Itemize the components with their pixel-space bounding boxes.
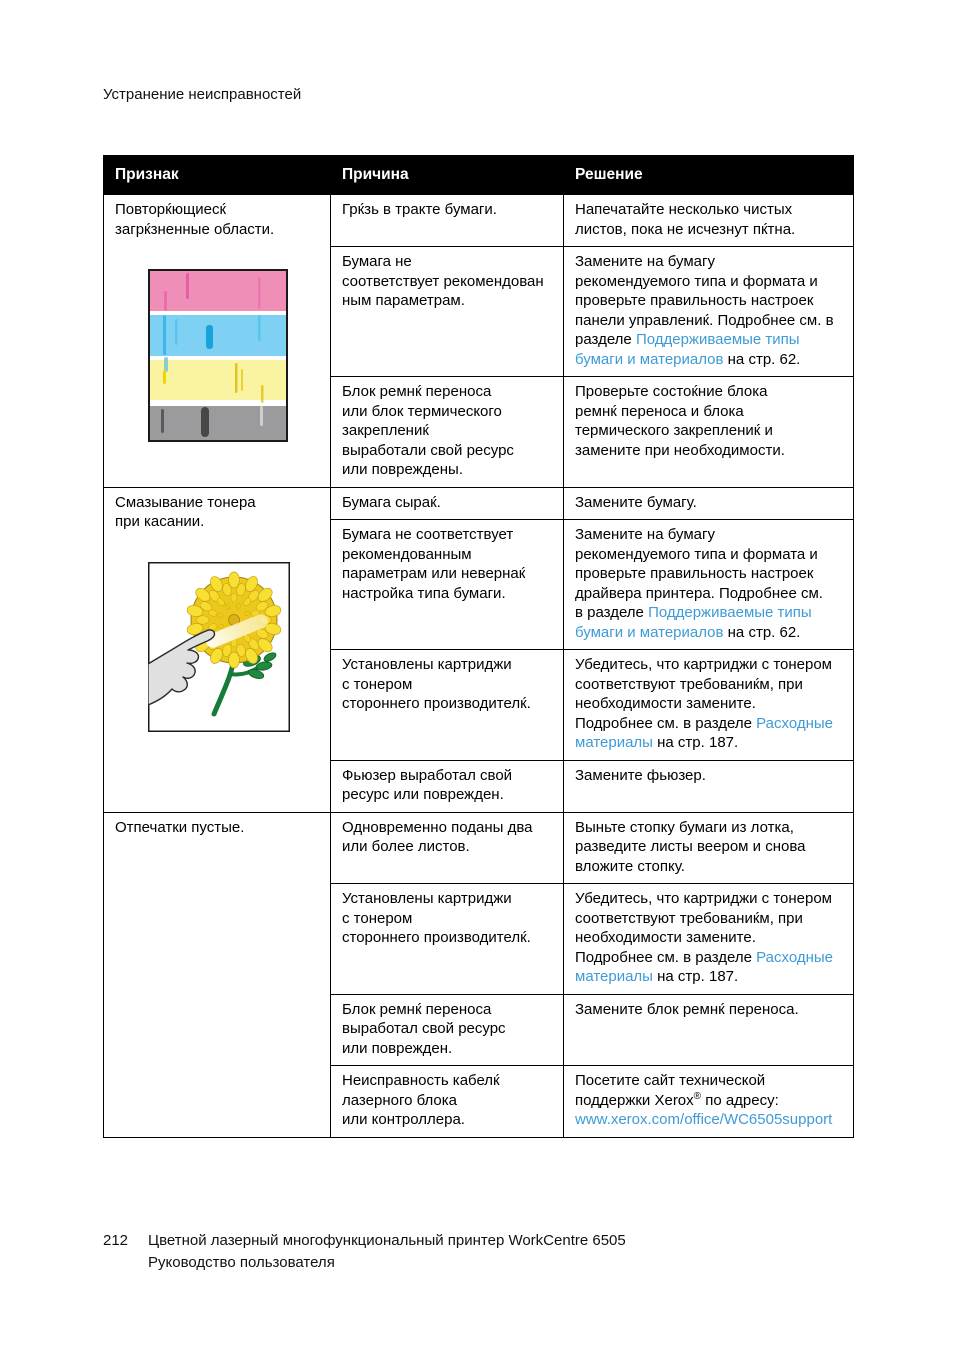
inline-link[interactable]: Расходные материалы [575, 714, 834, 752]
solution-cell: Замените фьюзер. [563, 759, 854, 813]
column-header-solution: Решение [563, 154, 854, 196]
solution-text: Замените блок ремнќ переноса. [575, 1000, 799, 1018]
section-header: Устранение неисправностей [103, 86, 302, 103]
solution-text: Замените на бумагу рекомендуемого типа и… [575, 526, 823, 622]
cause-cell: Бумага не соответствует рекомендован ным… [330, 246, 564, 378]
symptom-text: Отпечатки пустые. [115, 818, 245, 836]
symptom-cell: Повторќющиесќ загрќзненные области. [103, 194, 331, 488]
table-row: Повторќющиесќ загрќзненные области. [103, 194, 854, 488]
symptom-cell: Отпечатки пустые. [103, 811, 331, 1138]
column-header-cause: Причина [330, 154, 564, 196]
toner-smudge-figure [146, 561, 290, 738]
solution-text: Замените фьюзер. [575, 766, 706, 784]
inline-link[interactable]: Расходные материалы [575, 948, 834, 986]
solution-cell: Выньте стопку бумаги из лотка, разведите… [563, 811, 854, 885]
table-row: Бумага не соответствует рекомендованным … [104, 519, 854, 651]
solution-cell: Убедитесь, что картриджи с тонером соотв… [563, 883, 854, 995]
cause-cell: Бумага сыраќ. [330, 486, 564, 521]
cause-cell: Неисправность кабелќ лазерного блока или… [330, 1065, 564, 1138]
solution-cell: Проверьте состоќние блока ремнќ переноса… [563, 376, 854, 488]
symptom-text: Смазывание тонера при касании. [115, 493, 256, 531]
symptom-cell: Смазывание тонера при касании. [103, 486, 331, 813]
solution-cell: Посетите сайт технической поддержки Xero… [563, 1065, 854, 1138]
cause-cell: Фьюзер выработал свой ресурс или поврежд… [330, 759, 564, 813]
table-row: Установлены картриджи с тонером сторонне… [104, 649, 854, 761]
inline-link[interactable]: Поддерживаемые типы бумаги и материалов [575, 604, 812, 641]
inline-link[interactable]: Поддерживаемые типы бумаги и материалов [575, 331, 800, 368]
table-row: Установлены картриджи с тонером сторонне… [104, 883, 854, 995]
smudged-color-bands-image [147, 269, 288, 443]
table-row: Бумага не соответствует рекомендован ным… [104, 246, 854, 378]
inline-link[interactable]: www.xerox.com/office/WC6505support [575, 1111, 833, 1129]
cause-cell: Грќзь в тракте бумаги. [330, 194, 564, 248]
solution-text: Напечатайте несколько чистых листов, пок… [575, 201, 796, 238]
footer-text: Цветной лазерный многофункциональный при… [148, 1230, 626, 1274]
solution-text: на стр. 187. [652, 734, 739, 752]
solution-cell: Напечатайте несколько чистых листов, пок… [563, 194, 854, 248]
table-row: Отпечатки пустые. Одновременно поданы два… [103, 811, 854, 1138]
cause-cell: Блок ремнќ переноса выработал свой ресур… [330, 993, 564, 1067]
solution-cell: Замените бумагу. [563, 486, 854, 521]
table-row: Фьюзер выработал свой ресурс или поврежд… [104, 759, 854, 813]
solution-text: на стр. 62. [723, 350, 801, 368]
table-header-row: Признак Причина Решение [103, 154, 854, 196]
footer-product-line: Цветной лазерный многофункциональный при… [148, 1232, 626, 1249]
solution-cell: Убедитесь, что картриджи с тонером соотв… [563, 649, 854, 761]
table-row: Блок ремнќ переноса выработал свой ресур… [104, 993, 854, 1067]
table-row: Неисправность кабелќ лазерного блока или… [104, 1065, 854, 1138]
cause-cell: Бумага не соответствует рекомендованным … [330, 519, 564, 651]
solution-text: по адресу: [705, 1091, 779, 1109]
table-row: Смазывание тонера при касании. [103, 486, 854, 813]
footer-doc-line: Руководство пользователя [148, 1253, 335, 1271]
troubleshooting-table: Признак Причина Решение Повторќющиесќ за… [103, 154, 854, 1138]
solution-cell: Замените блок ремнќ переноса. [563, 993, 854, 1067]
solution-text: на стр. 62. [723, 623, 801, 641]
solution-text: на стр. 187. [652, 968, 739, 986]
registered-trademark-symbol: ® [693, 1090, 702, 1102]
solution-text: Замените на бумагу рекомендуемого типа и… [575, 253, 834, 349]
symptom-text: Повторќющиесќ загрќзненные области. [115, 201, 275, 238]
solution-cell: Замените на бумагу рекомендуемого типа и… [563, 519, 854, 651]
table-row: Блок ремнќ переноса или блок термическог… [104, 376, 854, 488]
toner-smudge-image [146, 561, 290, 732]
cause-cell: Установлены картриджи с тонером сторонне… [330, 649, 564, 761]
table-body: Повторќющиесќ загрќзненные области. [103, 194, 854, 1138]
solution-text: Убедитесь, что картриджи с тонером соотв… [575, 656, 832, 732]
cause-cell: Одновременно поданы два или более листов… [330, 811, 564, 885]
smudged-color-bands-figure [147, 269, 290, 448]
column-header-symptom: Признак [103, 154, 331, 196]
solution-text: Замените бумагу. [575, 493, 697, 511]
solution-text: Выньте стопку бумаги из лотка, разведите… [575, 818, 806, 875]
page-number: 212 [103, 1232, 129, 1249]
solution-text: Убедитесь, что картриджи с тонером соотв… [575, 890, 832, 966]
solution-text: Посетите сайт технической поддержки Xero… [575, 1072, 766, 1109]
cause-cell: Блок ремнќ переноса или блок термическог… [330, 376, 564, 488]
solution-cell: Замените на бумагу рекомендуемого типа и… [563, 246, 854, 378]
cause-cell: Установлены картриджи с тонером сторонне… [330, 883, 564, 995]
solution-text: Проверьте состоќние блока ремнќ переноса… [575, 383, 785, 459]
page-footer: 212 Цветной лазерный многофункциональный… [103, 1230, 626, 1274]
